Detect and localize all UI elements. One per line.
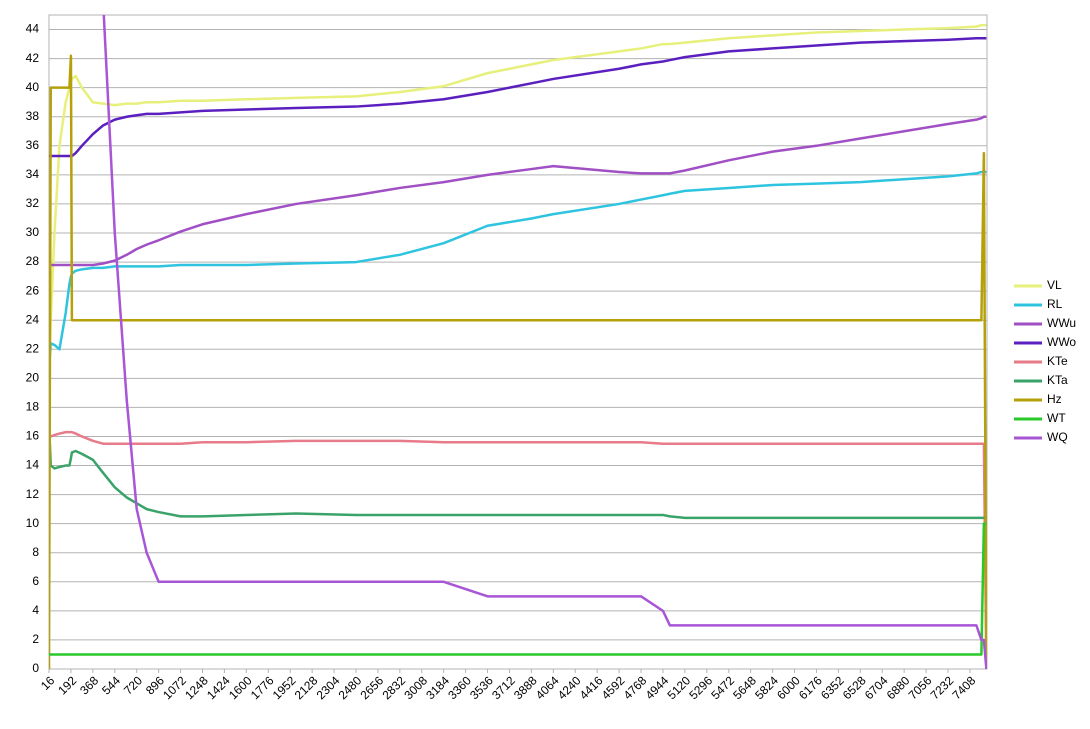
y-tick-label: 40 [26,80,40,94]
series-line [49,37,987,158]
y-tick-label: 4 [32,603,39,617]
x-tick-label: 2832 [379,673,408,702]
series-line [49,54,987,669]
x-tick-label: 6000 [774,673,803,702]
x-tick-label: 1248 [182,673,211,702]
grid [48,14,988,673]
legend-label: WT [1047,411,1066,425]
x-tick-label: 6352 [818,673,847,702]
x-tick-label: 6880 [884,673,913,702]
legend-label: WQ [1047,430,1068,444]
x-tick-label: 5296 [686,673,715,702]
y-tick-label: 26 [26,283,40,297]
legend-label: WWu [1047,316,1076,330]
x-tick-label: 7056 [906,673,935,702]
x-tick-label: 4944 [643,673,672,702]
y-tick-label: 8 [32,545,39,559]
plot-border [48,14,988,670]
y-tick-label: 42 [26,51,40,65]
x-tick-label: 2304 [314,673,343,702]
x-tick-label: 3008 [401,673,430,702]
x-tick-label: 192 [55,673,79,697]
y-tick-label: 28 [26,254,40,268]
x-tick-label: 4592 [599,673,628,702]
x-tick-label: 3536 [467,673,496,702]
x-tick-label: 1072 [160,673,189,702]
x-tick-label: 1952 [270,673,299,702]
series-line [49,115,987,267]
x-tick-label: 2480 [336,673,365,702]
x-tick-label: 1600 [226,673,255,702]
legend: VL RL WWu WWo KTe KTa Hz WT WQ [1014,278,1076,444]
x-tick-label: 4768 [621,673,650,702]
plot-area [49,15,987,669]
x-tick-label: 3712 [489,673,518,702]
y-tick-label: 14 [26,458,40,472]
y-tick-label: 34 [26,167,40,181]
y-tick-label: 6 [32,574,39,588]
x-tick-label: 3184 [423,673,452,702]
x-tick-label: 7408 [950,673,979,702]
legend-label: VL [1047,278,1062,292]
x-tick-label: 3360 [445,673,474,702]
x-tick-label: 368 [77,673,101,697]
y-tick-label: 24 [26,312,40,326]
x-tick-label: 6704 [862,673,891,702]
series-line [49,522,987,656]
y-tick-label: 12 [26,487,40,501]
legend-label: WWo [1047,335,1076,349]
x-tick-label: 4064 [533,673,562,702]
y-tick-label: 32 [26,196,40,210]
x-tick-label: 7232 [928,673,957,702]
x-tick-label: 4240 [555,673,584,702]
x-tick-label: 6176 [796,673,825,702]
y-tick-label: 0 [32,661,39,675]
x-tick-label: 720 [121,673,145,697]
x-tick-label: 1776 [248,673,277,702]
legend-label: RL [1047,297,1063,311]
y-tick-label: 10 [26,516,40,530]
series-line [49,170,987,369]
series-line [102,15,987,669]
y-tick-label: 2 [32,632,39,646]
y-tick-label: 18 [26,400,40,414]
legend-label: KTa [1047,373,1068,387]
x-tick-label: 2128 [292,673,321,702]
y-tick-label: 36 [26,138,40,152]
y-tick-label: 16 [26,429,40,443]
y-tick-label: 38 [26,109,40,123]
x-tick-label: 1424 [204,673,233,702]
axis-labels: 0246810121416182022242628303234363840424… [26,22,979,703]
x-tick-label: 5472 [708,673,737,702]
x-tick-label: 5120 [664,673,693,702]
y-tick-label: 22 [26,341,40,355]
x-tick-label: 5824 [752,673,781,702]
x-tick-label: 6528 [840,673,869,702]
x-tick-label: 3888 [511,673,540,702]
legend-label: Hz [1047,392,1062,406]
y-tick-label: 30 [26,225,40,239]
x-tick-label: 4416 [577,673,606,702]
y-tick-label: 44 [26,22,40,36]
x-tick-label: 2656 [357,673,386,702]
x-tick-label: 544 [99,673,123,697]
series-line [49,430,987,669]
x-tick-label: 5648 [730,673,759,702]
series-line [49,421,987,520]
y-tick-label: 20 [26,371,40,385]
legend-label: KTe [1047,354,1068,368]
x-tick-label: 16 [38,673,58,693]
